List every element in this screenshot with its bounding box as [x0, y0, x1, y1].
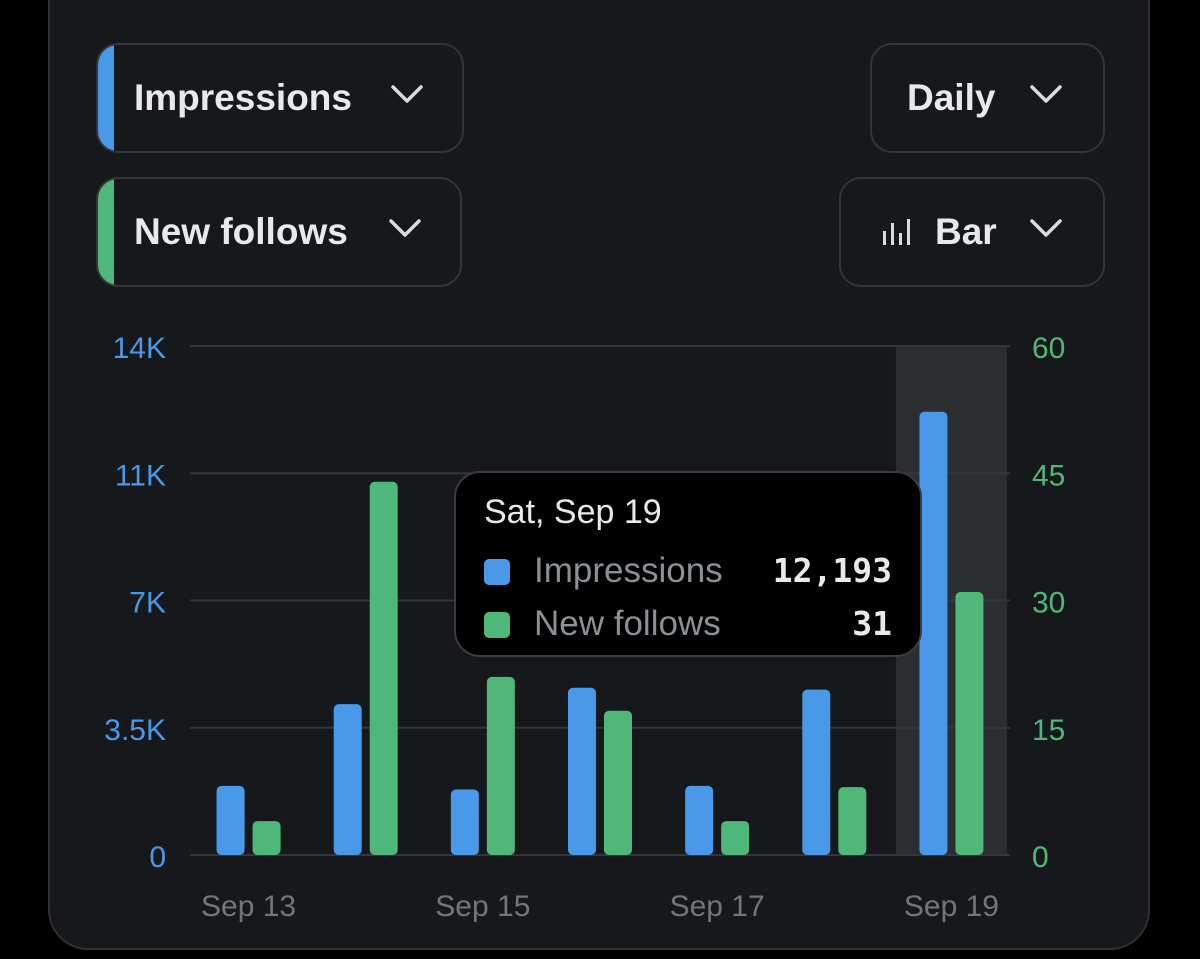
impressions-bar — [216, 785, 245, 855]
chevron-down-icon — [1029, 218, 1063, 238]
new-follows-bar — [838, 787, 867, 855]
chart-type-dropdown[interactable]: Bar — [839, 177, 1105, 287]
y-left-tick-label: 14K — [113, 332, 166, 365]
metric2-color-indicator — [98, 179, 114, 285]
period-label: Daily — [907, 77, 996, 118]
new-follows-bar — [252, 821, 281, 855]
tooltip-row-new-follows: New follows 31 — [484, 604, 892, 644]
impressions-bar — [685, 785, 714, 855]
y-right-tick-label: 0 — [1032, 841, 1049, 874]
x-tick-label: Sep 19 — [904, 890, 999, 923]
new-follows-bar — [369, 481, 398, 855]
metric2-dropdown[interactable]: New follows — [96, 177, 462, 287]
chevron-down-icon — [1029, 84, 1063, 104]
impressions-bar — [450, 789, 479, 855]
tooltip-row-value: 12,193 — [772, 551, 892, 590]
y-left-tick-label: 3.5K — [104, 714, 166, 747]
new-follows-bar — [955, 592, 984, 855]
chevron-down-icon — [388, 218, 422, 238]
y-right-tick-label: 30 — [1032, 587, 1065, 620]
x-tick-label: Sep 15 — [435, 890, 530, 923]
metric1-dropdown[interactable]: Impressions — [96, 43, 464, 153]
new-follows-bar — [604, 710, 632, 855]
metric2-label: New follows — [134, 211, 348, 252]
chevron-down-icon — [390, 84, 424, 104]
impressions-bar — [568, 687, 596, 855]
tooltip-row-impressions: Impressions 12,193 — [484, 551, 892, 591]
metric1-color-indicator — [98, 45, 114, 151]
x-tick-label: Sep 17 — [670, 890, 765, 923]
new-follows-swatch — [484, 612, 510, 638]
tooltip-row-name: New follows — [534, 604, 721, 643]
impressions-swatch — [484, 559, 510, 585]
period-dropdown[interactable]: Daily — [870, 43, 1105, 153]
chart-type-label: Bar — [935, 211, 997, 252]
y-right-tick-label: 45 — [1032, 459, 1065, 492]
impressions-bar — [802, 689, 831, 855]
y-right-tick-label: 60 — [1032, 332, 1065, 365]
tooltip-title: Sat, Sep 19 — [484, 493, 662, 531]
tooltip-row-value: 31 — [852, 604, 892, 643]
y-left-tick-label: 7K — [129, 587, 166, 620]
y-right-tick-label: 15 — [1032, 714, 1065, 747]
impressions-bar — [919, 411, 948, 855]
y-left-tick-label: 0 — [149, 841, 166, 874]
impressions-bar — [333, 704, 362, 855]
metric1-label: Impressions — [134, 77, 352, 118]
chart-tooltip: Sat, Sep 19 Impressions 12,193 New follo… — [454, 471, 922, 657]
bar-chart-icon — [881, 217, 913, 247]
new-follows-bar — [486, 676, 515, 855]
new-follows-bar — [721, 821, 750, 855]
tooltip-row-name: Impressions — [534, 551, 723, 590]
y-left-tick-label: 11K — [115, 459, 166, 492]
x-tick-label: Sep 13 — [201, 890, 296, 923]
